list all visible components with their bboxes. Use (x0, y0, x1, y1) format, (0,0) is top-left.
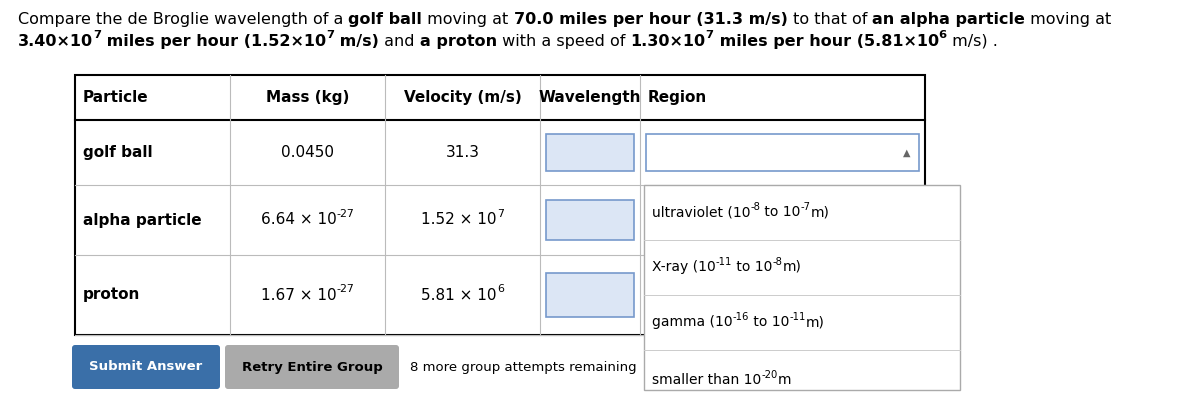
Bar (74, 75, 925, 335)
Text: 0.0450: 0.0450 (281, 145, 334, 160)
Text: to 10: to 10 (732, 260, 773, 274)
Text: to 10: to 10 (761, 205, 800, 219)
Text: Mass (kg): Mass (kg) (266, 90, 349, 105)
Text: Velocity (m/s): Velocity (m/s) (403, 90, 521, 105)
Bar (546, 134, 634, 171)
Text: 1.30×10: 1.30×10 (630, 34, 706, 49)
Text: -8: -8 (750, 202, 761, 212)
Text: miles per hour (1.52×10: miles per hour (1.52×10 (101, 34, 326, 49)
Text: Submit Answer: Submit Answer (89, 361, 203, 373)
Text: Particle: Particle (83, 90, 149, 105)
Text: 70.0 miles per hour (31.3 m/s): 70.0 miles per hour (31.3 m/s) (514, 12, 787, 27)
Text: -11: -11 (790, 312, 805, 322)
Text: m): m) (805, 315, 824, 329)
Text: m): m) (811, 205, 829, 219)
Text: -7: -7 (800, 202, 811, 212)
Text: Retry Entire Group: Retry Entire Group (241, 361, 383, 373)
Text: 6: 6 (938, 30, 947, 40)
Text: gamma (10: gamma (10 (652, 315, 733, 329)
Text: moving at: moving at (1025, 12, 1111, 27)
Bar (546, 273, 634, 317)
Text: 7: 7 (706, 30, 714, 40)
Text: 3.40×10: 3.40×10 (18, 34, 94, 49)
Text: miles per hour (5.81×10: miles per hour (5.81×10 (714, 34, 938, 49)
Text: with a speed of: with a speed of (497, 34, 630, 49)
Text: -27: -27 (336, 209, 354, 219)
Text: to 10: to 10 (749, 315, 790, 329)
Text: m): m) (782, 260, 802, 274)
Text: 7: 7 (326, 30, 335, 40)
Text: and: and (379, 34, 420, 49)
Text: m/s): m/s) (335, 34, 379, 49)
Bar (646, 200, 919, 239)
Text: -16: -16 (733, 312, 749, 322)
Text: X-ray (10: X-ray (10 (652, 260, 715, 274)
Text: an alpha particle: an alpha particle (872, 12, 1025, 27)
Text: golf ball: golf ball (83, 145, 152, 160)
FancyBboxPatch shape (226, 345, 398, 389)
Text: -27: -27 (336, 284, 354, 294)
Text: m: m (778, 373, 791, 387)
Text: to that of: to that of (787, 12, 872, 27)
Text: ▲: ▲ (904, 148, 911, 157)
Bar (646, 273, 919, 317)
Bar (546, 200, 634, 239)
Text: 6.64 × 10: 6.64 × 10 (260, 213, 336, 228)
Text: 1.52 × 10: 1.52 × 10 (421, 213, 497, 228)
Text: moving at: moving at (422, 12, 514, 27)
Text: 7: 7 (94, 30, 101, 40)
Text: 6: 6 (497, 284, 504, 294)
Text: m/s) .: m/s) . (947, 34, 997, 49)
Text: Region: Region (648, 90, 707, 105)
Text: -11: -11 (715, 257, 732, 267)
Text: 5.81 × 10: 5.81 × 10 (421, 288, 497, 302)
Text: 1.67 × 10: 1.67 × 10 (260, 288, 336, 302)
Text: smaller than 10: smaller than 10 (652, 373, 761, 387)
Text: ultraviolet (10: ultraviolet (10 (652, 205, 750, 219)
Text: proton: proton (83, 288, 140, 302)
Text: alpha particle: alpha particle (83, 213, 202, 228)
Text: -20: -20 (761, 370, 778, 380)
Text: -8: -8 (773, 257, 782, 267)
Bar (644, 185, 960, 390)
Text: 31.3: 31.3 (445, 145, 480, 160)
Text: Wavelength: Wavelength (539, 90, 641, 105)
Text: a proton: a proton (420, 34, 497, 49)
Bar (646, 134, 919, 171)
Text: 7: 7 (497, 209, 504, 219)
Text: 8 more group attempts remaining: 8 more group attempts remaining (410, 361, 637, 373)
Text: golf ball: golf ball (348, 12, 422, 27)
Text: Compare the de Broglie wavelength of a: Compare the de Broglie wavelength of a (18, 12, 348, 27)
FancyBboxPatch shape (72, 345, 220, 389)
